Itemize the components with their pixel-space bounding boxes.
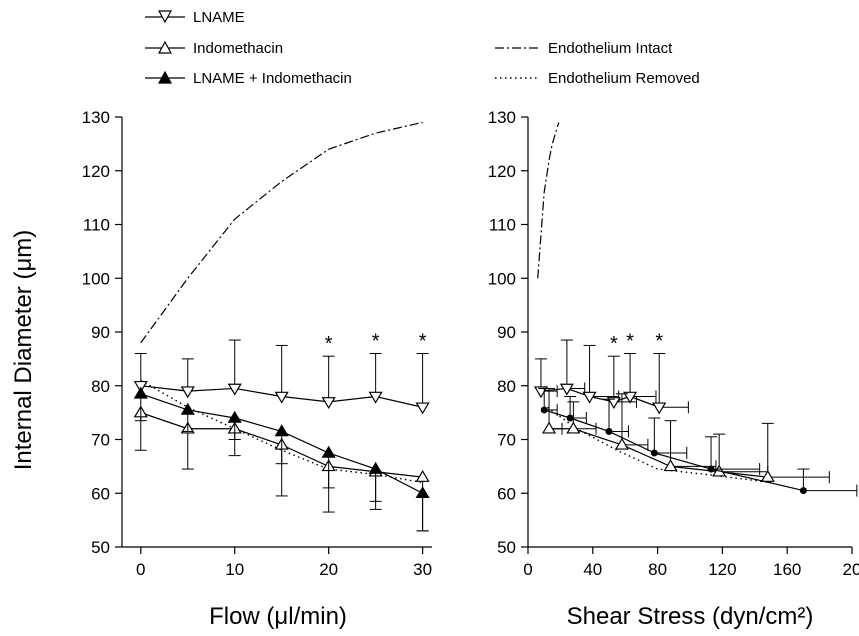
significance-asterisk: * (610, 333, 618, 355)
data-point-lname-indomethacin (274, 424, 289, 437)
y-tick-label: 50 (497, 538, 516, 557)
y-tick-label: 130 (82, 108, 110, 127)
data-point-lname-indomethacin (650, 449, 658, 457)
data-point-lname (321, 397, 336, 410)
data-point-lname-indomethacin (133, 386, 148, 399)
x-tick-label: 10 (225, 560, 244, 579)
legend-item-lname-indomethacin: LNAME + Indomethacin (145, 70, 352, 87)
data-point-lname (415, 402, 430, 415)
significance-asterisk: * (419, 331, 427, 353)
right-panel-shear-stress: 50 60 70 80 90 100 110 120 130 0 40 80 120 160 20 * * * (488, 108, 859, 579)
data-point-lname-indomethacin (415, 486, 430, 499)
legend-label-endothelium-intact: Endothelium Intact (548, 40, 673, 57)
y-tick-label: 110 (83, 216, 110, 235)
data-point-indomethacin (760, 469, 775, 482)
data-point-lname-indomethacin (605, 427, 613, 435)
data-point-lname (623, 391, 638, 404)
data-point-lname (274, 391, 289, 404)
data-point-lname (180, 386, 195, 399)
legend-marker-down-triangle (157, 10, 173, 24)
y-tick-label: 120 (488, 162, 516, 181)
legend-label-lname: LNAME (193, 9, 245, 26)
x-axis-title-shear-stress: Shear Stress (dyn/cm²) (567, 603, 814, 630)
y-tick-label: 130 (488, 108, 516, 127)
x-tick-label: 120 (708, 560, 736, 579)
x-tick-label: 80 (648, 560, 667, 579)
data-point-lname-indomethacin (707, 465, 715, 473)
data-point-lname-indomethacin (180, 402, 195, 415)
y-tick-label: 120 (82, 162, 110, 181)
x-tick-label: 20 (319, 560, 338, 579)
x-tick-label: 20 (843, 560, 859, 579)
legend-item-endothelium-removed: Endothelium Removed (495, 70, 700, 87)
y-tick-label: 70 (497, 431, 516, 450)
data-point-lname-indomethacin (368, 461, 383, 474)
series-indomethacin (542, 387, 830, 484)
significance-asterisk: * (655, 331, 663, 353)
legend-marker-filled-triangle (157, 70, 173, 84)
data-point-lname (582, 391, 597, 404)
y-tick-label: 60 (497, 484, 516, 503)
data-point-lname (606, 397, 621, 410)
significance-asterisk: * (325, 333, 333, 355)
data-point-lname-indomethacin (799, 487, 807, 495)
x-axis-title-flow: Flow (μl/min) (209, 603, 347, 630)
data-point-indomethacin (663, 459, 678, 472)
significance-asterisk: * (626, 331, 634, 353)
data-point-lname-indomethacin (227, 410, 242, 423)
significance-asterisk: * (372, 331, 380, 353)
series-lname (133, 339, 430, 415)
data-point-indomethacin (415, 469, 430, 482)
y-tick-label: 70 (91, 431, 110, 450)
y-axis-title: Internal Diameter (μm) (10, 230, 37, 471)
y-tick-label: 90 (497, 323, 516, 342)
y-tick-label: 100 (82, 269, 110, 288)
legend-label-indomethacin: Indomethacin (193, 40, 283, 57)
x-tick-label: 0 (136, 560, 145, 579)
y-tick-label: 80 (497, 377, 516, 396)
data-point-indomethacin (542, 421, 557, 434)
series-lname-indomethacin (538, 387, 858, 497)
x-tick-label: 40 (583, 560, 602, 579)
data-point-lname-indomethacin (540, 406, 548, 414)
x-tick-label: 160 (773, 560, 801, 579)
legend-label-lname-indomethacin: LNAME + Indomethacin (193, 70, 352, 87)
series-line-endothelium-intact (140, 121, 423, 344)
series-lname-indomethacin (133, 386, 430, 532)
legend-marker-up-triangle (157, 40, 173, 54)
data-point-lname-indomethacin (566, 414, 574, 422)
legend-item-endothelium-intact: Endothelium Intact (495, 40, 673, 57)
y-tick-label: 100 (488, 269, 516, 288)
data-point-indomethacin (614, 437, 630, 450)
y-tick-label: 90 (91, 323, 110, 342)
data-point-lname-indomethacin (321, 445, 336, 458)
data-point-indomethacin (566, 421, 581, 434)
y-tick-label: 80 (91, 377, 110, 396)
y-tick-label: 110 (489, 216, 516, 235)
series-line-endothelium-removed (547, 406, 772, 484)
left-panel-flow: 50 60 70 80 90 100 110 120 130 0 10 20 30 * * * (82, 108, 432, 579)
x-tick-label: 0 (523, 560, 532, 579)
series-connector-line (544, 409, 804, 492)
legend-label-endothelium-removed: Endothelium Removed (548, 70, 700, 87)
y-tick-label: 50 (91, 538, 110, 557)
data-point-lname (559, 383, 574, 396)
y-tick-label: 60 (91, 484, 110, 503)
data-point-lname (368, 391, 383, 404)
data-point-lname (652, 402, 667, 415)
legend-item-lname: LNAME (145, 9, 245, 26)
data-point-lname (227, 383, 242, 396)
legend: LNAME Indomethacin LNAME + Indomethacin … (145, 9, 700, 87)
legend-item-indomethacin: Indomethacin (145, 40, 283, 57)
series-connector-line (540, 387, 660, 408)
x-tick-label: 30 (413, 560, 432, 579)
series-line-endothelium-intact (537, 122, 560, 279)
